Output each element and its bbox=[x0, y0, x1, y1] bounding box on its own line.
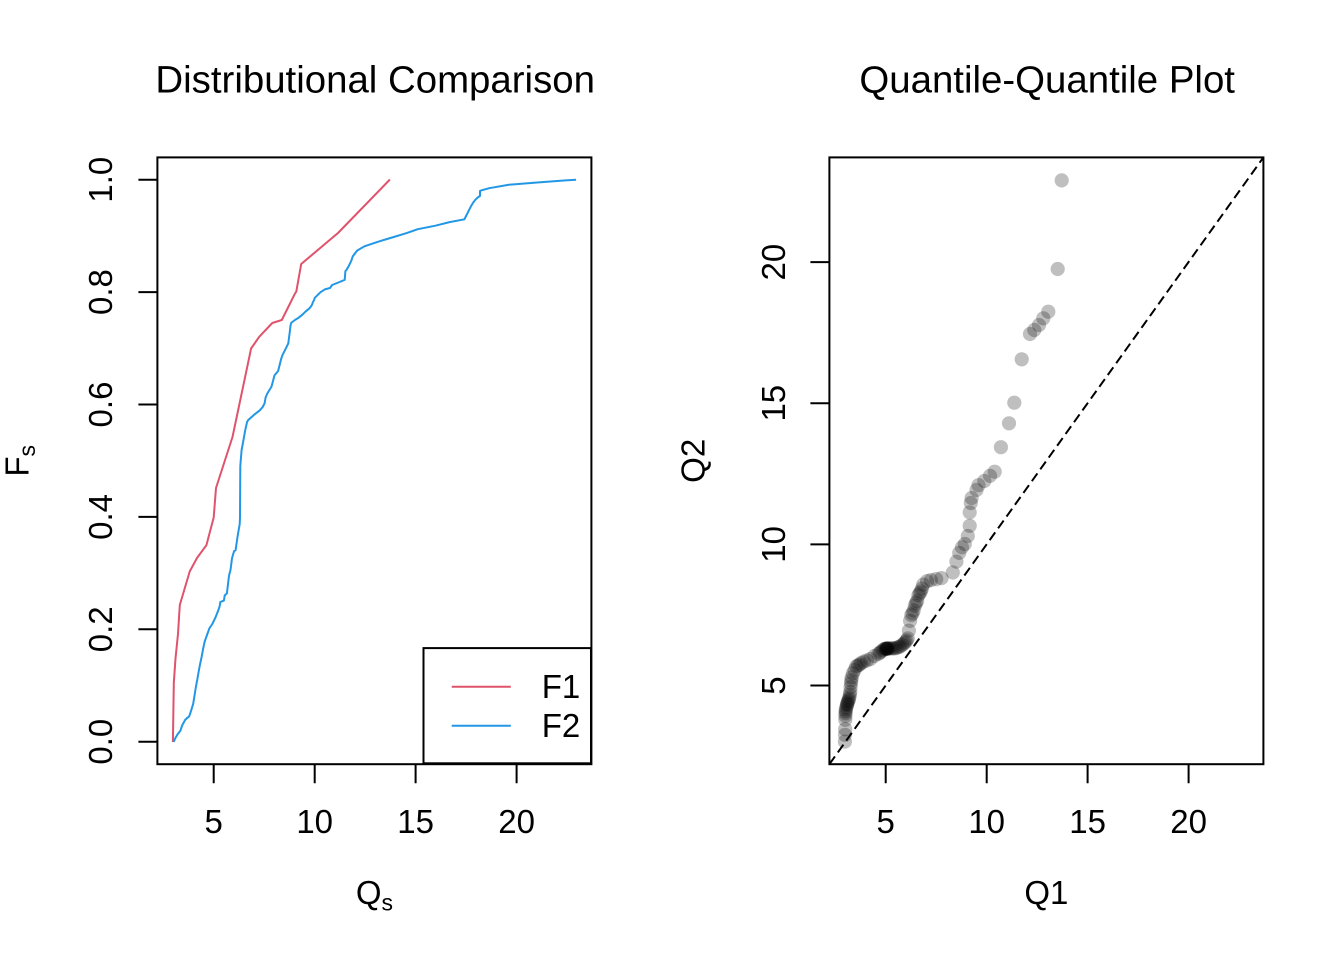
svg-text:10: 10 bbox=[968, 803, 1005, 840]
svg-text:15: 15 bbox=[755, 385, 792, 422]
svg-text:5: 5 bbox=[755, 676, 792, 694]
svg-text:5: 5 bbox=[877, 803, 895, 840]
svg-text:5: 5 bbox=[205, 803, 223, 840]
svg-text:15: 15 bbox=[1069, 803, 1106, 840]
svg-text:F1: F1 bbox=[542, 668, 581, 705]
svg-text:0.4: 0.4 bbox=[82, 494, 119, 540]
svg-text:1.0: 1.0 bbox=[82, 157, 119, 203]
svg-text:20: 20 bbox=[498, 803, 535, 840]
svg-text:15: 15 bbox=[397, 803, 434, 840]
svg-text:20: 20 bbox=[1170, 803, 1207, 840]
svg-text:Q2: Q2 bbox=[675, 439, 712, 483]
svg-text:10: 10 bbox=[296, 803, 333, 840]
svg-text:0.8: 0.8 bbox=[82, 269, 119, 315]
svg-text:0.6: 0.6 bbox=[82, 382, 119, 428]
svg-text:Distributional Comparison: Distributional Comparison bbox=[155, 58, 595, 101]
svg-text:Quantile-Quantile Plot: Quantile-Quantile Plot bbox=[859, 58, 1235, 101]
svg-text:20: 20 bbox=[755, 244, 792, 281]
svg-text:0.2: 0.2 bbox=[82, 606, 119, 652]
svg-text:0.0: 0.0 bbox=[82, 719, 119, 765]
svg-text:F2: F2 bbox=[542, 707, 581, 744]
svg-text:10: 10 bbox=[755, 526, 792, 563]
svg-text:Q1: Q1 bbox=[1024, 874, 1068, 911]
